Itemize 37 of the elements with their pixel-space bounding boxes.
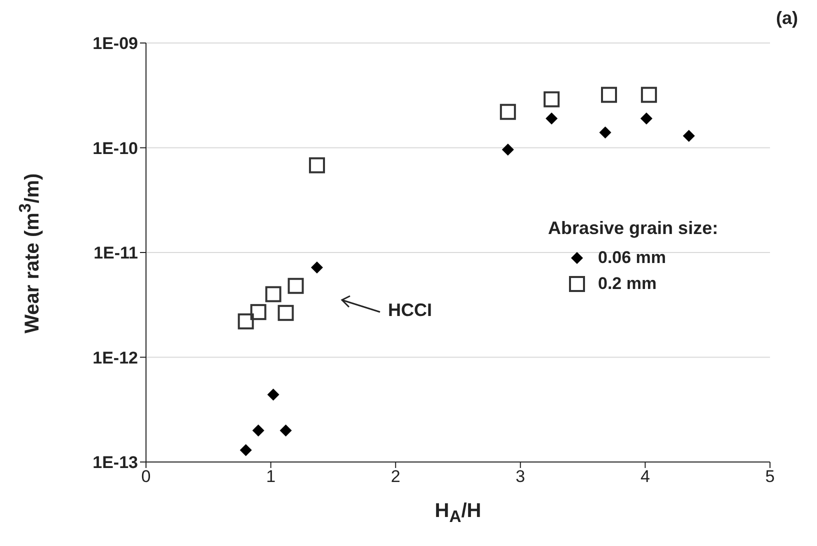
y-tick-label: 1E-13: [92, 453, 138, 472]
x-tick-label: 1: [266, 467, 276, 486]
x-tick-label: 0: [141, 467, 151, 486]
y-tick-label: 1E-10: [92, 138, 138, 158]
point: [640, 86, 657, 103]
point: [252, 424, 264, 436]
y-tick-label: 1E-11: [94, 244, 138, 263]
point: [267, 388, 280, 401]
x-tick-label: 2: [390, 467, 400, 486]
point: [546, 112, 558, 125]
point: [682, 130, 695, 142]
point: [601, 86, 618, 103]
point: [238, 313, 254, 330]
point: [310, 261, 323, 274]
x-axis-title: H$_{A}$/H: [434, 500, 482, 527]
point: [502, 144, 514, 156]
legend-label: 0.06 mm: [598, 248, 666, 268]
point: [544, 91, 560, 108]
point: [265, 286, 282, 302]
point: [250, 304, 266, 320]
legend-title: Abrasive grain size:: [548, 218, 718, 239]
point: [240, 444, 252, 456]
text: (a): [776, 8, 798, 29]
point: [280, 424, 292, 436]
point: [599, 126, 612, 138]
point: [308, 157, 325, 174]
y-tick-label: 1E-12: [92, 348, 138, 368]
x-tick-label: 3: [516, 467, 526, 486]
x-tick-label: 4: [640, 467, 650, 486]
point: [278, 304, 294, 321]
point: [640, 112, 652, 125]
x-tick-label: 5: [765, 467, 775, 486]
point: [288, 278, 304, 294]
y-tick-label: 1E-09: [92, 34, 138, 54]
legend-label: 0.2 mm: [598, 274, 657, 294]
point: [500, 104, 516, 120]
annotation: HCCI: [388, 300, 432, 321]
